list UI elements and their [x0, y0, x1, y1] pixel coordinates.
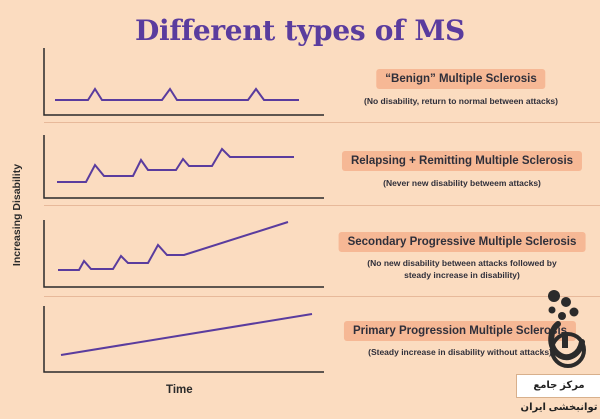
ms-type-plots	[43, 48, 324, 373]
panel-divider	[44, 205, 600, 206]
relapsing-remitting-course-line	[57, 147, 294, 183]
page-title: Different types of MS	[135, 14, 465, 47]
x-axis-label: Time	[166, 384, 193, 396]
plot-benign	[43, 48, 324, 116]
benign-course-line	[55, 87, 299, 101]
relapsing-remitting-axis	[43, 135, 324, 199]
panel-divider	[44, 122, 600, 123]
panel-divider	[44, 296, 600, 297]
relapsing-remitting-label: Relapsing + Remitting Multiple Sclerosis	[341, 151, 583, 171]
secondary-progressive-label: Secondary Progressive Multiple Sclerosis	[338, 232, 586, 252]
benign-axis	[43, 48, 324, 116]
primary-progressive-label: Primary Progression Multiple Sclerosis	[343, 321, 577, 341]
plot-secondary-progressive	[43, 220, 324, 288]
primary-progressive-axis	[43, 306, 324, 373]
secondary-progressive-course-line	[58, 221, 289, 271]
watermark-text: مرکز جامع توانبخشی ایران	[516, 374, 600, 413]
benign-label: “Benign” Multiple Sclerosis	[376, 69, 546, 89]
benign-description: (No disability, return to normal between…	[364, 96, 558, 106]
primary-progressive-course-line	[60, 313, 313, 356]
secondary-progressive-description: (No new disability between attacks follo…	[367, 258, 557, 280]
primary-progressive-description: (Steady increase in disability without a…	[368, 347, 552, 357]
secondary-progressive-axis	[43, 220, 324, 288]
wheelchair-person-logo-icon	[548, 290, 586, 368]
plot-primary-progressive	[43, 306, 324, 373]
relapsing-remitting-description: (Never new disability betweem attacks)	[383, 178, 541, 188]
plot-relapsing-remitting	[43, 135, 324, 199]
